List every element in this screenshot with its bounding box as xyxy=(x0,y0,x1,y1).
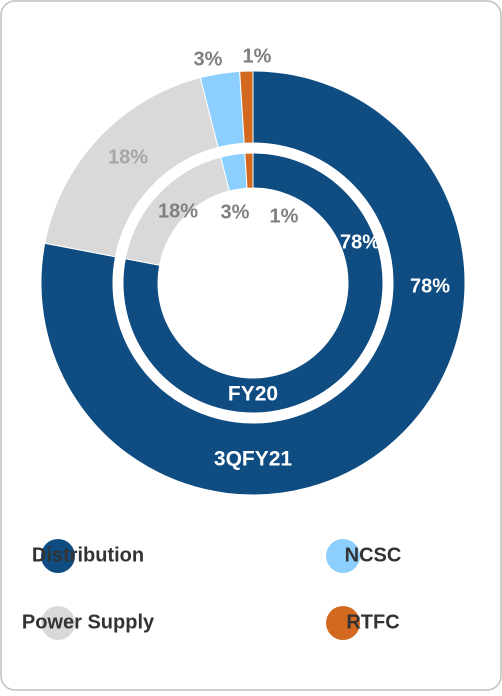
donut-segment xyxy=(239,70,254,144)
legend-swatch xyxy=(326,606,360,640)
data-label: 18% xyxy=(158,200,198,222)
legend-label: Power Supply xyxy=(22,611,155,633)
donut-segment xyxy=(40,70,466,496)
legend-label: RTFC xyxy=(346,611,399,633)
data-label: 78% xyxy=(410,275,450,297)
ring-label: FY20 xyxy=(228,383,278,406)
ring-label: 3QFY21 xyxy=(214,448,293,471)
legend-label: NCSC xyxy=(345,544,402,566)
data-label: 18% xyxy=(108,146,148,168)
legend-swatch xyxy=(326,539,360,573)
data-label: 78% xyxy=(340,231,380,253)
donut-segment xyxy=(244,152,254,189)
donut-segment xyxy=(122,152,384,414)
data-label: 3% xyxy=(194,48,223,70)
legend-swatch xyxy=(41,606,75,640)
data-label: 1% xyxy=(270,205,299,227)
data-label: 1% xyxy=(243,45,272,67)
legend-label: Distribution xyxy=(32,544,144,566)
legend-swatch xyxy=(41,539,75,573)
data-label: 3% xyxy=(221,201,250,223)
